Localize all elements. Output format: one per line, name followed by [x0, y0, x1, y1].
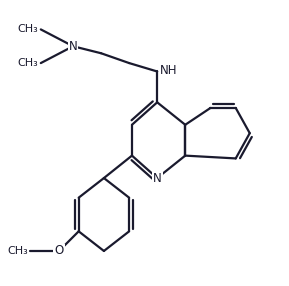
Text: O: O: [54, 245, 64, 257]
Text: CH₃: CH₃: [17, 58, 38, 68]
Text: N: N: [69, 40, 77, 53]
Text: N: N: [153, 172, 162, 184]
Text: CH₃: CH₃: [8, 246, 28, 256]
Text: CH₃: CH₃: [17, 24, 38, 34]
Text: NH: NH: [160, 63, 177, 77]
